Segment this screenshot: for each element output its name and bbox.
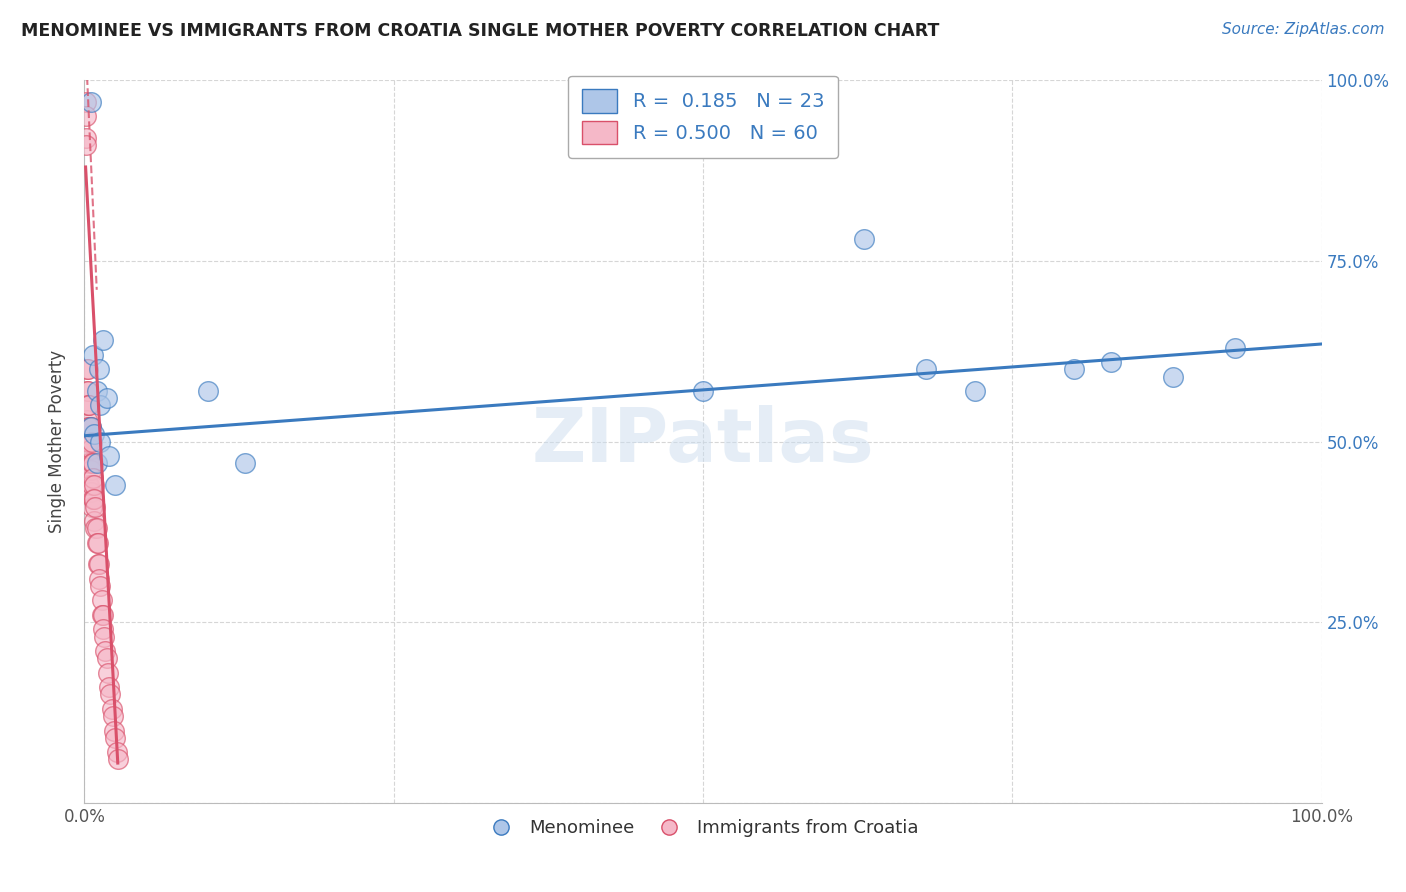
Point bbox=[79, 420, 101, 434]
Point bbox=[79, 420, 101, 434]
Point bbox=[79, 478, 101, 492]
Point bbox=[104, 731, 127, 745]
Point bbox=[79, 420, 101, 434]
Point bbox=[89, 572, 111, 586]
Point bbox=[82, 470, 104, 484]
Point bbox=[76, 398, 98, 412]
Point bbox=[77, 398, 100, 412]
Point bbox=[89, 362, 111, 376]
Point bbox=[76, 384, 98, 398]
Point bbox=[82, 492, 104, 507]
Point bbox=[98, 680, 121, 694]
Point bbox=[80, 434, 103, 449]
Point bbox=[77, 420, 100, 434]
Point bbox=[1161, 369, 1184, 384]
Point bbox=[97, 665, 120, 680]
Point bbox=[83, 514, 105, 528]
Point bbox=[89, 579, 111, 593]
Point bbox=[75, 95, 97, 109]
Point bbox=[79, 456, 101, 470]
Point bbox=[96, 391, 118, 405]
Point bbox=[80, 478, 103, 492]
Point bbox=[75, 110, 97, 124]
Point bbox=[79, 434, 101, 449]
Point bbox=[98, 449, 121, 463]
Y-axis label: Single Mother Poverty: Single Mother Poverty bbox=[48, 350, 66, 533]
Point bbox=[197, 384, 219, 398]
Point bbox=[75, 138, 97, 153]
Point bbox=[83, 427, 105, 442]
Point bbox=[96, 651, 118, 665]
Point bbox=[1063, 362, 1085, 376]
Point bbox=[84, 521, 107, 535]
Text: Source: ZipAtlas.com: Source: ZipAtlas.com bbox=[1222, 22, 1385, 37]
Point bbox=[77, 384, 100, 398]
Point bbox=[101, 709, 124, 723]
Point bbox=[82, 348, 104, 362]
Point bbox=[91, 607, 114, 622]
Point bbox=[79, 95, 101, 109]
Point bbox=[79, 463, 101, 477]
Point bbox=[91, 623, 114, 637]
Point bbox=[1223, 341, 1246, 355]
Point bbox=[692, 384, 714, 398]
Point bbox=[89, 398, 111, 412]
Point bbox=[86, 521, 108, 535]
Point bbox=[82, 456, 104, 470]
Point bbox=[107, 752, 129, 766]
Point bbox=[80, 500, 103, 514]
Point bbox=[1099, 355, 1122, 369]
Point bbox=[98, 687, 121, 701]
Point bbox=[104, 478, 127, 492]
Point bbox=[91, 334, 114, 348]
Point bbox=[86, 384, 108, 398]
Point bbox=[89, 558, 111, 572]
Point bbox=[77, 456, 100, 470]
Point bbox=[76, 427, 98, 442]
Text: ZIPatlas: ZIPatlas bbox=[531, 405, 875, 478]
Point bbox=[77, 478, 100, 492]
Point bbox=[965, 384, 987, 398]
Point bbox=[87, 558, 110, 572]
Point bbox=[75, 131, 97, 145]
Point bbox=[94, 644, 117, 658]
Point bbox=[76, 413, 98, 427]
Point bbox=[79, 442, 101, 456]
Point bbox=[852, 232, 875, 246]
Legend: Menominee, Immigrants from Croatia: Menominee, Immigrants from Croatia bbox=[479, 812, 927, 845]
Point bbox=[77, 434, 100, 449]
Point bbox=[86, 535, 108, 549]
Point bbox=[84, 500, 107, 514]
Point bbox=[79, 398, 101, 412]
Point bbox=[233, 456, 256, 470]
Point bbox=[100, 702, 122, 716]
Point bbox=[77, 362, 100, 376]
Point bbox=[914, 362, 936, 376]
Point bbox=[83, 492, 105, 507]
Point bbox=[87, 535, 110, 549]
Point bbox=[90, 593, 112, 607]
Point bbox=[90, 607, 112, 622]
Point bbox=[93, 630, 115, 644]
Point bbox=[83, 478, 105, 492]
Point bbox=[105, 745, 128, 759]
Point bbox=[89, 434, 111, 449]
Point bbox=[86, 456, 108, 470]
Point bbox=[79, 485, 101, 500]
Point bbox=[80, 456, 103, 470]
Text: MENOMINEE VS IMMIGRANTS FROM CROATIA SINGLE MOTHER POVERTY CORRELATION CHART: MENOMINEE VS IMMIGRANTS FROM CROATIA SIN… bbox=[21, 22, 939, 40]
Point bbox=[76, 362, 98, 376]
Point bbox=[103, 723, 125, 738]
